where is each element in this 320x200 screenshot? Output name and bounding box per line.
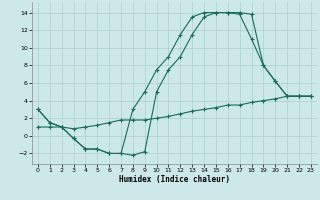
X-axis label: Humidex (Indice chaleur): Humidex (Indice chaleur) <box>119 175 230 184</box>
